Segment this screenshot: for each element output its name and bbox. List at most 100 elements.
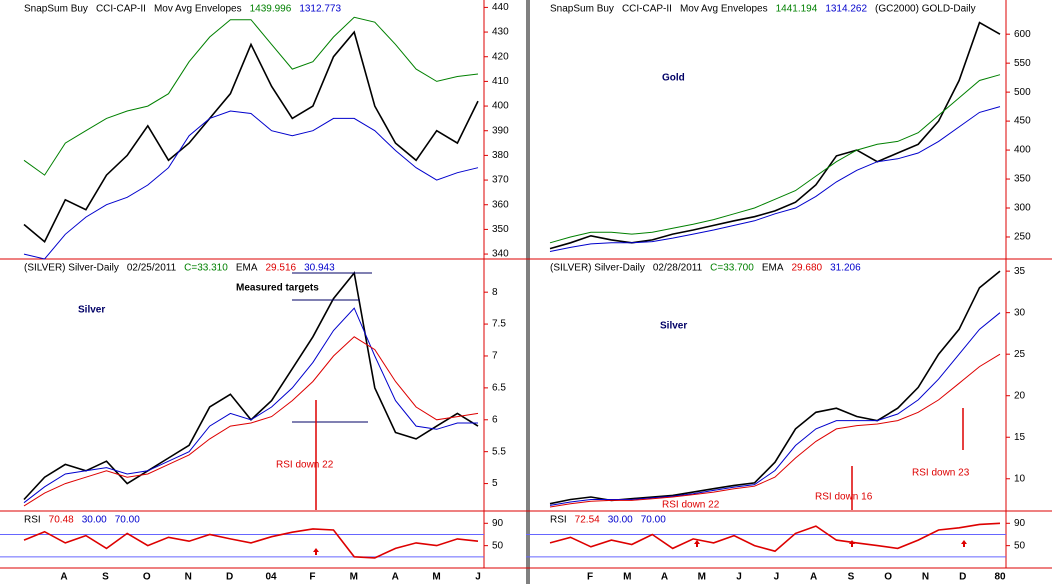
rsi-arrow [313,548,319,555]
x-tick-label: S [848,572,855,583]
y-tick-label: 390 [492,125,509,136]
annotation: RSI down 16 [815,492,873,503]
y-tick-label: 5 [492,478,498,489]
series-line [549,106,1001,252]
header-text: (SILVER) Silver-Daily [550,263,645,274]
y-tick-label: 500 [1014,87,1031,98]
y-tick-label: 20 [1014,390,1026,401]
header-text: RSI [24,515,41,526]
rsi-arrow [849,540,855,547]
x-tick-label: A [392,572,399,583]
y-tick-label: 550 [1014,58,1031,69]
column-divider [526,0,530,584]
rsi-arrow [961,540,967,547]
series-line [549,74,1001,244]
x-tick-label: D [226,572,233,583]
y-tick-label: 50 [1014,540,1026,551]
series-line [23,307,478,504]
header-text: 30.00 [82,515,107,526]
header-text: 02/25/2011 [127,263,177,274]
header-text: CCI-CAP-II [96,4,146,15]
annotation: Measured targets [236,283,319,294]
y-tick-label: 420 [492,51,509,62]
header-text: 30.00 [608,515,633,526]
y-tick-label: 300 [1014,203,1031,214]
x-tick-label: S [102,572,109,583]
header-text: 29.680 [791,263,822,274]
annotation: Silver [78,305,105,316]
y-tick-label: 50 [492,540,504,551]
series-line [23,336,479,507]
series-line [549,21,1001,250]
header-text: 1439.996 [250,4,292,15]
header-text: 1441.194 [776,4,818,15]
y-tick-label: 5.5 [492,446,506,457]
y-tick-label: 440 [492,2,509,13]
y-tick-label: 340 [492,249,509,260]
header-text: EMA [236,263,258,274]
x-tick-label: J [774,572,780,583]
header-text: 31.206 [830,263,861,274]
x-tick-label: J [475,572,481,583]
y-tick-label: 250 [1014,232,1031,243]
annotation: RSI down 23 [912,468,970,479]
header-text: 70.48 [49,515,74,526]
header-text: SnapSum Buy [550,4,614,15]
header-text: 70.00 [115,515,140,526]
series-line [23,110,479,260]
x-tick-label: N [922,572,929,583]
x-tick-label: M [350,572,358,583]
y-tick-label: 350 [492,224,509,235]
header-text: CCI-CAP-II [622,4,672,15]
y-tick-label: 90 [492,518,504,529]
header-text: Mov Avg Envelopes [680,4,768,15]
header-text: 29.516 [265,263,296,274]
header-text: (GC2000) GOLD-Daily [875,4,976,15]
x-tick-label: A [810,572,817,583]
header-text: 30.943 [304,263,335,274]
y-tick-label: 430 [492,27,509,38]
x-tick-label: M [432,572,440,583]
y-tick-label: 6 [492,414,498,425]
header-text: 72.54 [575,515,600,526]
y-tick-label: 10 [1014,473,1026,484]
header-text: (SILVER) Silver-Daily [24,263,119,274]
annotation: RSI down 22 [276,460,334,471]
y-tick-label: 90 [1014,518,1026,529]
x-tick-label: A [661,572,668,583]
y-tick-label: 380 [492,150,509,161]
header-text: 1314.262 [825,4,867,15]
x-tick-label: M [698,572,706,583]
x-tick-label: 80 [994,572,1006,583]
y-tick-label: 360 [492,199,509,210]
rsi-arrow [694,540,700,547]
x-tick-label: M [623,572,631,583]
x-tick-label: F [587,572,593,583]
y-tick-label: 25 [1014,349,1026,360]
y-tick-label: 6.5 [492,383,506,394]
x-tick-label: F [309,572,315,583]
y-tick-label: 400 [1014,145,1031,156]
x-tick-label: N [185,572,192,583]
series-line [549,522,1001,553]
series-line [549,353,1001,508]
y-tick-label: 35 [1014,266,1026,277]
header-text: 1312.773 [299,4,341,15]
y-tick-label: 370 [492,175,509,186]
annotation: RSI down 22 [662,500,720,511]
header-text: 70.00 [641,515,666,526]
y-tick-label: 410 [492,76,509,87]
y-tick-label: 400 [492,101,509,112]
header-text: EMA [762,263,784,274]
annotation: Gold [662,73,685,84]
header-text: C=33.310 [184,263,228,274]
x-tick-label: O [143,572,151,583]
x-tick-label: A [60,572,67,583]
y-tick-label: 600 [1014,29,1031,40]
x-tick-label: J [736,572,742,583]
y-tick-label: 7.5 [492,319,506,330]
y-tick-label: 350 [1014,174,1031,185]
series-line [23,16,479,176]
x-tick-label: O [884,572,892,583]
